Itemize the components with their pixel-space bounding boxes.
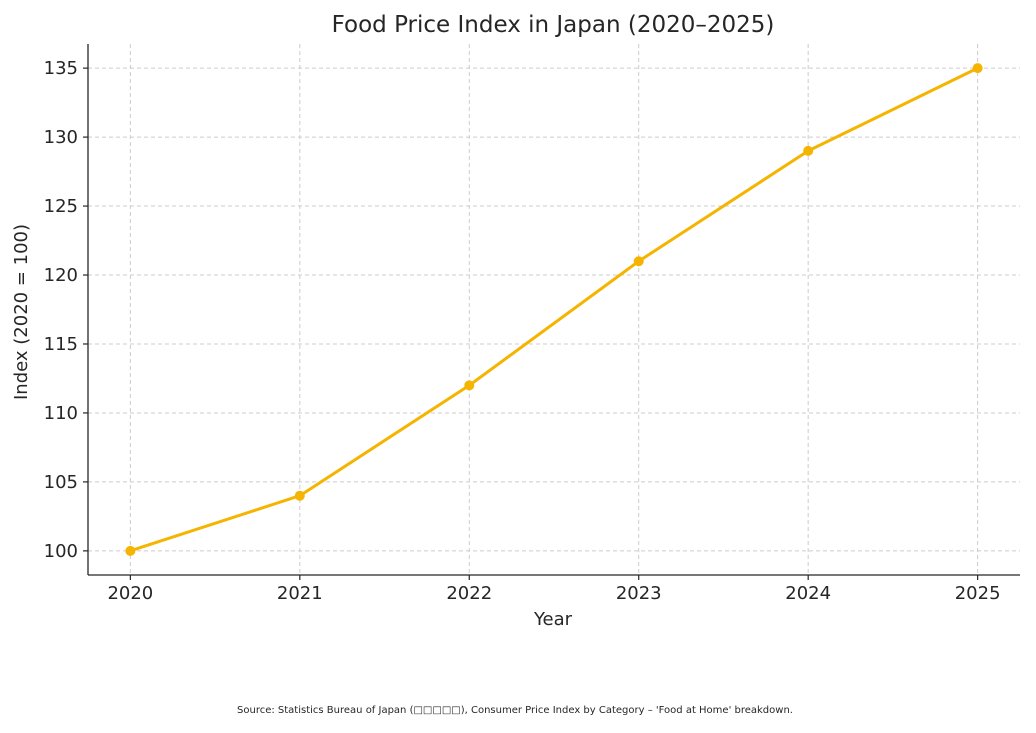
data-point [803,145,814,156]
x-tick-label: 2022 [446,583,492,604]
x-tick-label: 2024 [785,583,831,604]
y-tick-label: 115 [44,334,78,355]
y-tick-label: 125 [44,196,78,217]
data-point [294,490,305,501]
data-point [464,380,475,391]
grid [88,44,1020,575]
y-tick-label: 130 [44,127,78,148]
x-tick-label: 2021 [277,583,323,604]
x-tick-label: 2020 [107,583,153,604]
source-note: Source: Statistics Bureau of Japan (□□□□… [237,705,793,716]
axes [87,44,1020,576]
y-tick-label: 120 [44,265,78,286]
series [125,63,983,556]
x-tick-label: 2025 [955,583,1001,604]
y-tick-label: 100 [44,541,78,562]
data-point [125,545,136,556]
y-axis-label: Index (2020 = 100) [11,224,32,400]
ticks: 100 105 110 115 120 125 130 135 2020 2021 2022 2023… [44,58,1001,604]
data-point [633,256,644,267]
y-tick-label: 105 [44,472,78,493]
series-line [128,66,980,553]
y-tick-label: 110 [44,403,78,424]
y-tick-label: 135 [44,58,78,79]
x-tick-label: 2023 [616,583,662,604]
x-axis-label: Year [533,609,573,630]
data-point [972,63,983,74]
chart-title: Food Price Index in Japan (2020–2025) [332,12,775,38]
